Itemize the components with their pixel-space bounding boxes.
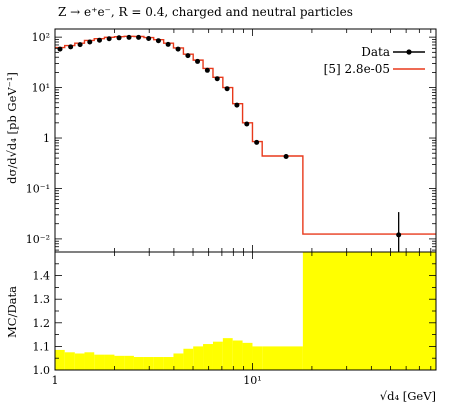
data-point <box>96 37 102 43</box>
ratio-band-bin <box>163 357 174 370</box>
ratio-band-bin <box>302 252 436 370</box>
data-point <box>396 232 402 238</box>
ratio-band-bin <box>212 341 223 370</box>
data-point <box>283 154 289 160</box>
y-tick-label: 10¹ <box>32 82 50 95</box>
data-point <box>234 102 240 108</box>
legend-label-data: Data <box>361 45 390 59</box>
ratio-y-tick-label: 1.1 <box>33 340 51 353</box>
ratio-y-tick-label: 1.3 <box>33 293 51 306</box>
ratio-band-bin <box>133 357 144 370</box>
ratio-band-bin <box>143 357 154 370</box>
ratio-band-bin <box>262 346 303 370</box>
x-tick-label: 1 <box>52 374 59 387</box>
main-panel: 10⁻² 10⁻¹ 1 10¹ 10² <box>26 28 437 255</box>
ratio-band-bin <box>183 348 194 370</box>
data-point <box>254 139 260 145</box>
data-point <box>155 38 161 44</box>
ratio-band-bin <box>242 342 253 370</box>
data-point <box>214 76 220 82</box>
y-tick-label: 10⁻² <box>26 233 50 246</box>
ratio-band-bin <box>84 352 95 370</box>
data-point <box>175 46 181 52</box>
y-axis-label-main: dσ/d√d₄ [pb GeV⁻¹] <box>5 72 19 184</box>
data-point <box>204 67 210 73</box>
data-point <box>106 36 112 42</box>
ratio-band-bin <box>222 338 233 370</box>
y-tick-label: 10² <box>32 31 50 44</box>
data-point <box>185 53 191 59</box>
ratio-band-bin <box>104 354 115 370</box>
data-point <box>87 39 93 45</box>
data-point <box>68 44 74 50</box>
data-point <box>77 42 83 48</box>
ratio-y-tick-label: 1.2 <box>33 317 51 330</box>
ratio-y-tick-label: 1.0 <box>33 364 51 377</box>
data-point <box>195 58 201 64</box>
data-point <box>116 35 122 41</box>
ratio-band-bin <box>94 354 105 370</box>
data-point <box>57 46 63 52</box>
ratio-band-bin <box>252 346 263 370</box>
legend: Data [5] 2.8e-05 <box>324 45 425 76</box>
x-tick-label: 10¹ <box>243 374 261 387</box>
ratio-band-bin <box>193 346 204 370</box>
x-axis-label: √d₄ [GeV] <box>380 389 436 403</box>
data-point <box>126 34 132 40</box>
ratio-panel: 1 10¹ 1.0 1.1 1.2 1.3 1.4 <box>33 251 437 387</box>
ratio-band-bin <box>124 355 134 370</box>
legend-label-mc: [5] 2.8e-05 <box>324 62 390 76</box>
ratio-band-bin <box>173 353 184 370</box>
data-point <box>244 121 250 127</box>
data-point <box>136 34 142 40</box>
ratio-band-bin <box>153 357 164 370</box>
data-point <box>165 41 171 47</box>
ratio-band-bin <box>74 353 85 370</box>
y-axis-label-ratio: MC/Data <box>5 286 19 338</box>
data-point <box>146 35 152 41</box>
y-tick-label: 1 <box>43 132 50 145</box>
ratio-y-tick-label: 1.4 <box>33 270 51 283</box>
ratio-band-bin <box>55 349 65 370</box>
ratio-band-bin <box>114 355 125 370</box>
data-point <box>224 86 230 92</box>
ratio-band-bin <box>64 352 75 370</box>
legend-marker-data <box>406 49 412 55</box>
y-tick-label: 10⁻¹ <box>26 182 50 195</box>
ratio-band-bin <box>232 340 243 370</box>
ratio-band-bin <box>203 344 213 370</box>
chart-title: Z → e⁺e⁻, R = 0.4, charged and neutral p… <box>58 5 353 19</box>
